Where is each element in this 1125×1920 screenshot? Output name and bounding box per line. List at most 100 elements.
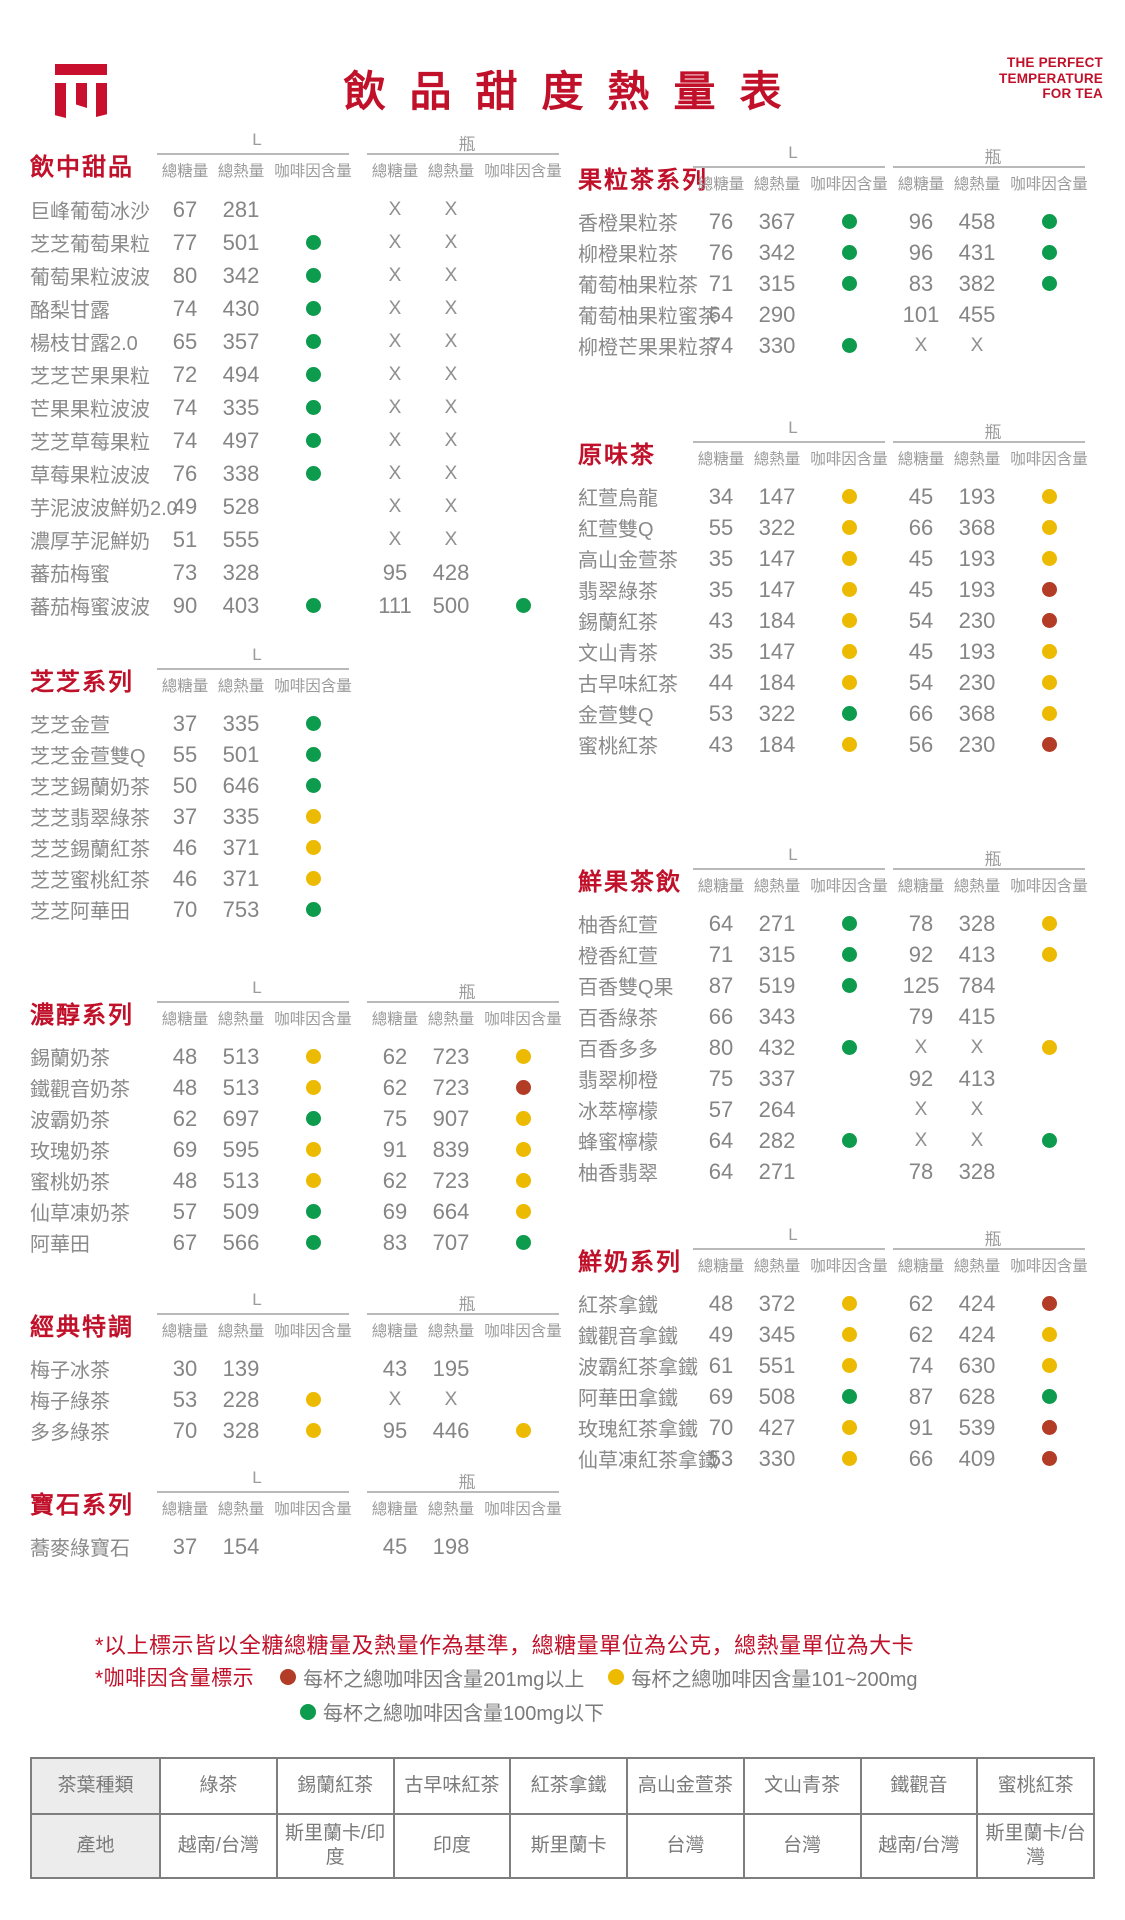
calories-value: 555 xyxy=(222,526,260,552)
caffeine-dot-yellow xyxy=(841,737,857,752)
legend-text: 每杯之總咖啡因含量100mg以下 xyxy=(323,1703,605,1725)
sugar-value: 92 xyxy=(908,1065,934,1091)
sugar-column-label: 總糖量 xyxy=(697,1258,745,1275)
table-row: 芝芝芒果果粒 72 494 X X xyxy=(30,358,580,391)
calories-value: 513 xyxy=(222,1043,260,1069)
caffeine-dot-green xyxy=(515,1235,531,1250)
sugar-value: 73 xyxy=(172,559,198,585)
caffeine-dot-red xyxy=(515,1080,531,1095)
caffeine-dot-yellow xyxy=(1041,520,1057,535)
caffeine-cell xyxy=(1005,1327,1093,1342)
sugar-value: 69 xyxy=(708,1383,734,1409)
table-row: 蜜桃紅茶 43 184 56 230 xyxy=(578,729,1125,760)
caffeine-cell xyxy=(269,840,357,855)
calories-value: 335 xyxy=(222,803,260,829)
sugar-value: 64 xyxy=(708,1158,734,1184)
table-row: 芝芝金萱雙Q 55 501 xyxy=(30,739,580,770)
caffeine-cell xyxy=(1005,245,1093,260)
calories-value: 446 xyxy=(432,1417,470,1443)
section-header: 濃醇系列 L 總糖量 總熱量 咖啡因含量瓶總糖量 總熱量 咖啡因含量 xyxy=(30,978,580,1032)
section-title: 濃醇系列 xyxy=(30,1003,134,1029)
calories-column-label: 總熱量 xyxy=(427,1501,475,1518)
calories-value: 315 xyxy=(758,270,796,296)
section-rows: 紅茶拿鐵 48 372 62 424 鐵觀音拿鐵 49 345 62 424 波霸紅茶拿鐵 61 551… xyxy=(578,1279,1125,1474)
sugar-value: 37 xyxy=(172,710,198,736)
sugar-value: 70 xyxy=(172,896,198,922)
caffeine-cell xyxy=(269,367,357,382)
calories-value: 335 xyxy=(222,710,260,736)
calories-value: 403 xyxy=(222,592,260,618)
calories-value: 139 xyxy=(222,1355,260,1381)
caffeine-dot-yellow xyxy=(841,613,857,628)
header-rule xyxy=(157,1001,349,1003)
sugar-value: X xyxy=(388,528,402,550)
drink-name: 阿華田拿鐵 xyxy=(578,1388,678,1410)
sugar-value: X xyxy=(388,231,402,253)
calories-value: 195 xyxy=(432,1355,470,1381)
sugar-value: 74 xyxy=(172,394,198,420)
caffeine-dot-green xyxy=(305,747,321,762)
calories-value: 371 xyxy=(222,834,260,860)
calories-value: 368 xyxy=(958,700,996,726)
drink-name: 百香多多 xyxy=(578,1039,658,1061)
sugar-column-label: 總糖量 xyxy=(161,1011,209,1028)
drink-name: 芝芝芒果果粒 xyxy=(30,366,150,388)
size-label: 瓶 xyxy=(984,148,1002,167)
caffeine-cell xyxy=(269,1392,357,1407)
table-row: 金萱雙Q 53 322 66 368 xyxy=(578,698,1125,729)
calories-column-label: 總熱量 xyxy=(427,1323,475,1340)
section-rich-milk-tea-series: 濃醇系列 L 總糖量 總熱量 咖啡因含量瓶總糖量 總熱量 咖啡因含量 錫蘭奶茶 48 513 62 7… xyxy=(30,978,580,1258)
caffeine-cell xyxy=(805,1451,893,1466)
table-row: 芝芝阿華田 70 753 xyxy=(30,894,580,925)
caffeine-cell xyxy=(1005,675,1093,690)
header-rule xyxy=(893,441,1085,443)
drink-name: 香橙果粒茶 xyxy=(578,213,678,235)
sugar-value: 76 xyxy=(708,208,734,234)
sugar-value: 48 xyxy=(172,1074,198,1100)
table-row: 芝芝草莓果粒 74 497 X X xyxy=(30,424,580,457)
calories-value: 147 xyxy=(758,576,796,602)
brand-logo-icon xyxy=(55,64,107,120)
caffeine-cell xyxy=(1005,276,1093,291)
sugar-value: X xyxy=(914,334,928,356)
calories-value: 342 xyxy=(758,239,796,265)
sugar-value: 66 xyxy=(708,1003,734,1029)
sugar-value: 64 xyxy=(708,910,734,936)
sugar-value: 90 xyxy=(172,592,198,618)
section-header: 鮮奶系列 L 總糖量 總熱量 咖啡因含量瓶總糖量 總熱量 咖啡因含量 xyxy=(578,1225,1125,1279)
drink-name: 芝芝葡萄果粒 xyxy=(30,234,150,256)
header-rule xyxy=(893,1248,1085,1250)
calories-value: 338 xyxy=(222,460,260,486)
section-title: 芝芝系列 xyxy=(30,670,134,696)
sugar-value: 37 xyxy=(172,1533,198,1559)
drink-name: 柚香紅萱 xyxy=(578,915,658,937)
calories-value: 154 xyxy=(222,1533,260,1559)
size-column-group-header: 瓶總糖量 總熱量 咖啡因含量 xyxy=(367,978,567,1029)
calories-column-label: 總熱量 xyxy=(217,1323,265,1340)
table-row: 翡翠綠茶 35 147 45 193 xyxy=(578,574,1125,605)
drink-name: 芝芝錫蘭紅茶 xyxy=(30,839,150,861)
sugar-value: 77 xyxy=(172,229,198,255)
caffeine-dot-yellow xyxy=(1041,551,1057,566)
caffeine-cell xyxy=(269,235,357,250)
caffeine-cell xyxy=(1005,520,1093,535)
table-row: 蜜桃奶茶 48 513 62 723 xyxy=(30,1165,580,1196)
sugar-value: 62 xyxy=(382,1074,408,1100)
sugar-value: X xyxy=(388,297,402,319)
caffeine-dot-green xyxy=(305,268,321,283)
sugar-value: X xyxy=(388,495,402,517)
sugar-column-label: 總糖量 xyxy=(371,1501,419,1518)
table-row: 紅萱烏龍 34 147 45 193 xyxy=(578,481,1125,512)
calories-column-label: 總熱量 xyxy=(217,678,265,695)
sugar-value: 43 xyxy=(708,607,734,633)
caffeine-dot-green xyxy=(305,235,321,250)
sugar-column-label: 總糖量 xyxy=(897,451,945,468)
caffeine-dot-yellow xyxy=(305,840,321,855)
calories-value: 753 xyxy=(222,896,260,922)
caffeine-cell xyxy=(805,1327,893,1342)
calories-value: 455 xyxy=(958,301,996,327)
calories-value: 839 xyxy=(432,1136,470,1162)
sugar-value: 48 xyxy=(172,1167,198,1193)
caffeine-cell xyxy=(1005,737,1093,752)
drink-name: 梅子冰茶 xyxy=(30,1360,110,1382)
